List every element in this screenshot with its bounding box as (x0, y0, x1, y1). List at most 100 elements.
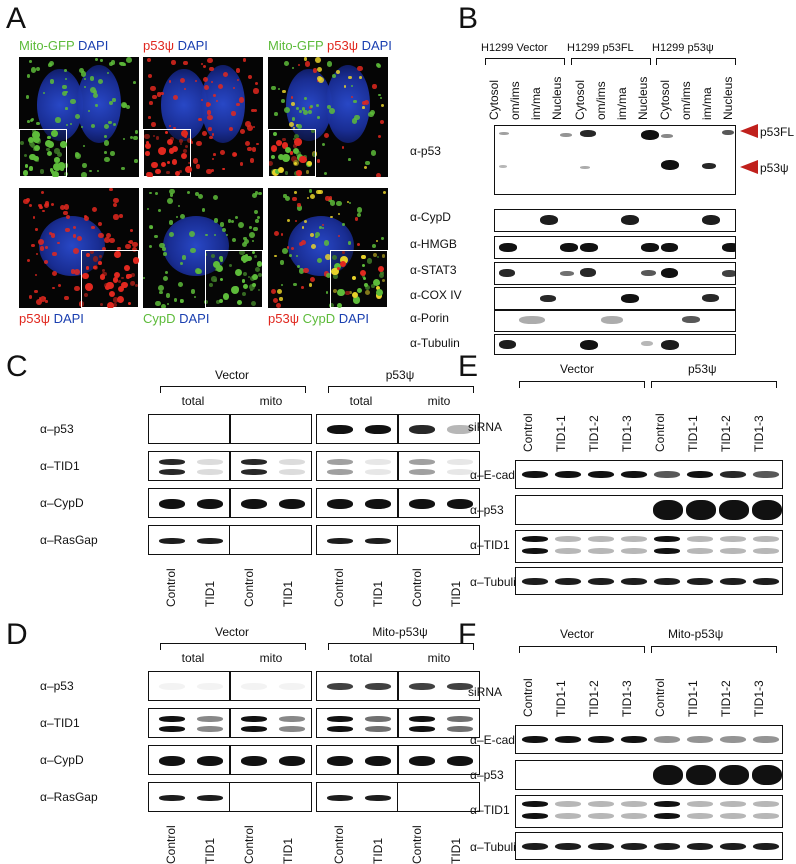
blot-row-label: α-CypD (410, 210, 451, 224)
punctum (20, 141, 25, 146)
group-title-vector: Vector (560, 362, 595, 376)
inset-punctum (117, 295, 125, 303)
punctum (91, 225, 96, 230)
blot-strip (230, 708, 312, 738)
blot-band (159, 469, 185, 475)
punctum (121, 102, 128, 109)
punctum (317, 116, 320, 120)
punctum (95, 104, 98, 107)
punctum (281, 89, 286, 94)
blot-band (654, 536, 680, 542)
punctum (149, 225, 153, 230)
punctum (347, 158, 351, 161)
punctum (48, 231, 53, 236)
blot-band (588, 813, 614, 819)
lane-label: Control (332, 568, 346, 607)
punctum (196, 140, 203, 147)
punctum (382, 190, 386, 194)
punctum (239, 162, 244, 166)
punctum (253, 125, 256, 128)
inset-punctum (296, 170, 302, 176)
punctum (44, 245, 48, 249)
lane-label: TID1-1 (554, 680, 568, 717)
punctum (133, 80, 137, 84)
punctum (244, 141, 251, 147)
blot-band (327, 538, 353, 544)
punctum (26, 95, 30, 99)
punctum (203, 64, 207, 68)
inset-box (268, 129, 316, 177)
blot-band (197, 756, 223, 766)
inset-punctum (289, 151, 294, 155)
punctum (131, 246, 138, 253)
punctum (81, 172, 88, 177)
group-bracket (651, 381, 777, 388)
punctum (54, 117, 61, 123)
punctum (376, 62, 381, 67)
blot-band (327, 459, 353, 465)
label-part: CypD (143, 311, 180, 326)
punctum (49, 79, 55, 84)
micrograph-top-label: Mito-GFP p53ψ DAPI (268, 38, 392, 53)
punctum (348, 201, 352, 205)
blot-band (279, 499, 305, 509)
blot-strip (230, 745, 312, 775)
inset-punctum (252, 282, 257, 287)
micrograph-bottom-label: p53ψ DAPI (19, 311, 84, 326)
blot-band (241, 469, 267, 475)
punctum (166, 198, 173, 204)
punctum (270, 288, 277, 295)
blot-strip (230, 671, 312, 701)
blot-row-label: α-HMGB (410, 237, 457, 251)
punctum (69, 122, 73, 126)
blot-band (159, 683, 185, 690)
inset-punctum (168, 148, 174, 154)
blot-band (753, 578, 779, 585)
p53fl-arrow (740, 124, 758, 138)
inset-box (81, 250, 139, 308)
punctum (209, 66, 214, 72)
inset-punctum (155, 168, 161, 175)
punctum (279, 297, 283, 301)
blot-band (621, 578, 647, 585)
lane-label: TID1-2 (719, 680, 733, 717)
punctum (297, 123, 303, 129)
inset-punctum (272, 131, 278, 136)
blot-band (447, 425, 473, 434)
blot-band (621, 471, 647, 478)
punctum (181, 255, 187, 260)
lane-label: Control (242, 568, 256, 607)
blot-strip (316, 414, 398, 444)
blot-band (279, 683, 305, 690)
punctum (92, 256, 98, 262)
inset-punctum (98, 261, 102, 265)
punctum (83, 85, 86, 89)
punctum (294, 190, 297, 194)
punctum (273, 254, 277, 258)
blot-band (621, 548, 647, 554)
punctum (83, 215, 89, 221)
fraction-label: Nucleus (721, 76, 735, 120)
punctum (104, 236, 111, 243)
blot-strip (398, 671, 480, 701)
punctum (342, 222, 345, 226)
punctum (149, 101, 153, 105)
blot-band (653, 500, 683, 520)
blot-strip (494, 310, 736, 332)
punctum (179, 142, 182, 145)
punctum (219, 222, 225, 227)
punctum (159, 242, 165, 249)
blot-band (641, 243, 660, 252)
punctum (129, 240, 134, 245)
blot-band (720, 801, 746, 807)
punctum (160, 91, 164, 95)
blot-band (197, 469, 223, 475)
blot-band (621, 801, 647, 807)
punctum (377, 134, 381, 138)
inset-punctum (218, 298, 224, 304)
blot-band (447, 459, 473, 465)
blot-band (687, 801, 713, 807)
punctum (306, 196, 309, 199)
group-title-p53psi: p53ψ (688, 362, 717, 376)
inset-punctum (293, 161, 297, 165)
